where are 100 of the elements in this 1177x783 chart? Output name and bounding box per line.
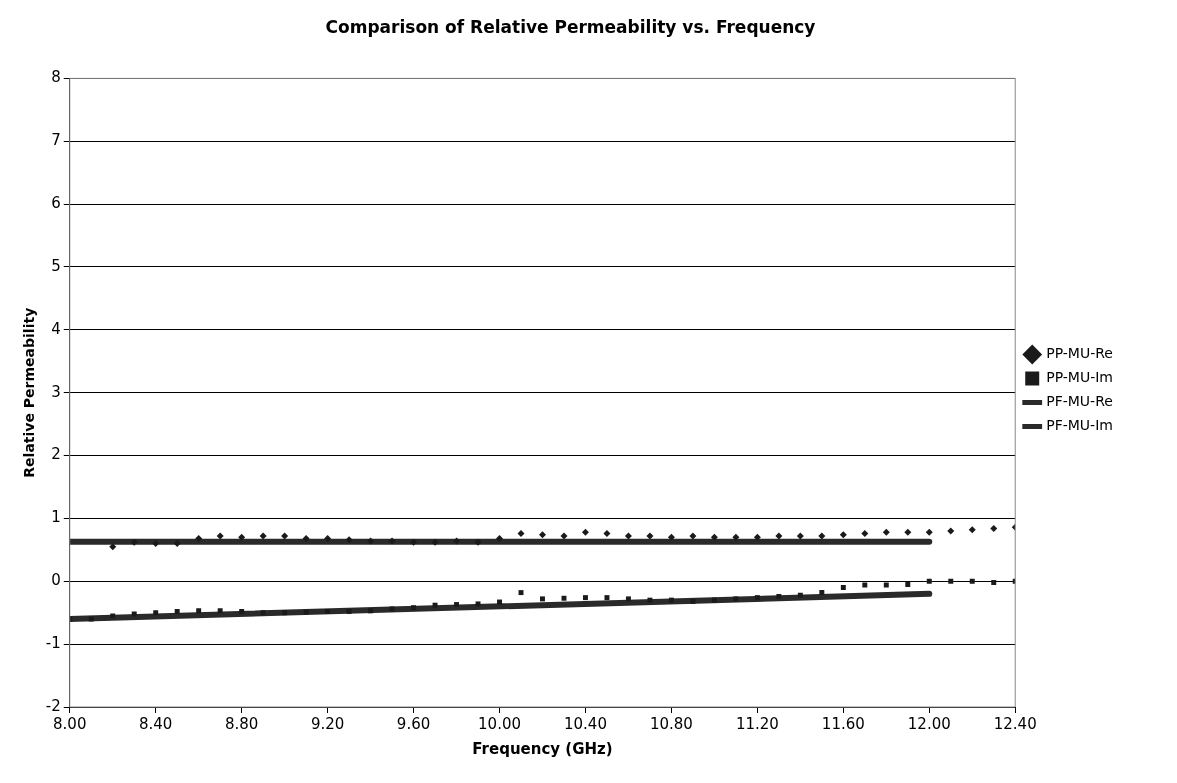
- point: [432, 602, 438, 608]
- point: [368, 608, 374, 614]
- point: [259, 532, 267, 540]
- chart-title: Comparison of Relative Permeability vs. Frequency: [325, 16, 816, 37]
- x-tick-label: 8.40: [139, 714, 173, 733]
- point: [948, 578, 954, 584]
- point: [862, 582, 868, 588]
- x-tick-label: 11.60: [821, 714, 865, 733]
- point: [431, 538, 439, 546]
- point: [410, 538, 418, 546]
- point: [668, 597, 674, 603]
- y-tick-label: 0: [51, 571, 61, 590]
- point: [839, 531, 847, 539]
- point: [153, 610, 159, 616]
- point: [711, 597, 717, 603]
- point: [345, 536, 353, 544]
- point: [302, 535, 310, 543]
- point: [346, 608, 352, 614]
- point: [991, 580, 997, 586]
- point: [174, 608, 180, 614]
- point: [904, 528, 912, 536]
- point: [538, 531, 546, 539]
- point: [388, 537, 396, 545]
- y-tick-label: 1: [51, 508, 61, 527]
- point: [604, 595, 610, 601]
- point: [667, 533, 675, 541]
- y-tick-label: 6: [51, 194, 61, 213]
- x-tick-label: 10.00: [478, 714, 521, 733]
- point: [389, 606, 395, 612]
- x-tick-label: 9.60: [396, 714, 431, 733]
- point: [840, 585, 846, 591]
- point: [475, 601, 481, 607]
- point: [990, 524, 998, 532]
- y-tick-label: 5: [51, 256, 61, 275]
- point: [689, 532, 697, 540]
- y-tick-label: 7: [51, 131, 61, 150]
- point: [131, 611, 137, 617]
- point: [454, 602, 460, 608]
- point: [216, 532, 224, 540]
- x-tick-label: 8.80: [224, 714, 259, 733]
- point: [282, 610, 288, 616]
- point: [797, 592, 803, 598]
- point: [152, 540, 160, 548]
- point: [776, 593, 782, 599]
- point: [968, 526, 976, 534]
- point: [582, 595, 588, 601]
- y-axis-title: Relative Permeability: [21, 307, 38, 478]
- point: [411, 605, 417, 611]
- point: [647, 597, 653, 603]
- x-tick-label: 12.40: [993, 714, 1037, 733]
- y-tick-label: -1: [45, 634, 61, 653]
- y-tick-label: 4: [51, 319, 61, 338]
- point: [796, 532, 804, 540]
- x-tick-label: 10.80: [649, 714, 693, 733]
- point: [947, 527, 955, 535]
- point: [324, 535, 332, 543]
- point: [819, 590, 825, 596]
- x-tick-label: 10.40: [563, 714, 607, 733]
- point: [882, 528, 890, 536]
- legend-label: PF-MU-Im: [1046, 417, 1113, 434]
- point: [303, 609, 309, 615]
- point: [238, 533, 246, 541]
- point: [217, 608, 223, 614]
- point: [926, 578, 932, 584]
- y-tick-label: 8: [51, 68, 61, 87]
- point: [603, 530, 611, 538]
- point: [540, 596, 545, 602]
- point: [753, 533, 761, 541]
- legend-label: PP-MU-Im: [1046, 369, 1114, 386]
- x-axis-title: Frequency (GHz): [472, 739, 613, 758]
- point: [496, 535, 504, 543]
- point: [646, 532, 654, 540]
- point: [173, 540, 181, 548]
- point: [581, 528, 589, 536]
- point: [367, 537, 375, 545]
- point: [733, 596, 739, 602]
- point: [883, 582, 889, 588]
- point: [109, 543, 117, 551]
- point: [195, 535, 203, 543]
- point: [196, 608, 202, 614]
- point: [517, 530, 525, 538]
- point: [625, 596, 631, 602]
- point: [130, 538, 138, 546]
- y-tick-label: 3: [51, 382, 61, 401]
- x-tick-label: 9.20: [310, 714, 345, 733]
- x-tick-label: 12.00: [907, 714, 951, 733]
- legend-label: PP-MU-Re: [1046, 345, 1113, 362]
- point: [754, 595, 760, 601]
- point: [732, 533, 740, 541]
- point: [624, 532, 632, 540]
- point: [325, 608, 331, 614]
- point: [710, 533, 718, 541]
- point: [260, 610, 266, 616]
- point: [775, 532, 783, 540]
- point: [925, 528, 933, 536]
- y-tick-label: -2: [45, 696, 61, 715]
- point: [453, 537, 461, 545]
- point: [110, 613, 116, 619]
- point: [560, 532, 568, 540]
- point: [905, 581, 911, 587]
